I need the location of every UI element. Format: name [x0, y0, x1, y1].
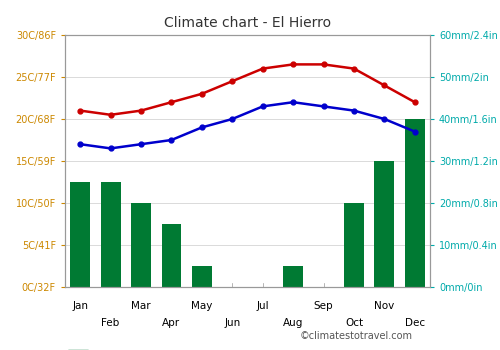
Text: Apr: Apr	[162, 318, 180, 329]
Text: Jul: Jul	[256, 301, 269, 311]
Text: Jan: Jan	[72, 301, 88, 311]
Bar	[283, 266, 303, 287]
Text: Dec: Dec	[404, 318, 425, 329]
Bar	[192, 266, 212, 287]
Bar	[131, 203, 151, 287]
Bar	[70, 182, 90, 287]
Bar	[162, 224, 182, 287]
Bar	[100, 182, 120, 287]
Text: ©climatestotravel.com: ©climatestotravel.com	[300, 331, 413, 341]
Text: Aug: Aug	[283, 318, 304, 329]
Text: Nov: Nov	[374, 301, 394, 311]
Title: Climate chart - El Hierro: Climate chart - El Hierro	[164, 16, 331, 30]
Legend: Prec, Min, Max: Prec, Min, Max	[64, 346, 239, 350]
Bar	[405, 119, 424, 287]
Text: Mar: Mar	[131, 301, 151, 311]
Text: Jun: Jun	[224, 318, 240, 329]
Text: Oct: Oct	[345, 318, 363, 329]
Bar	[344, 203, 364, 287]
Text: Sep: Sep	[314, 301, 334, 311]
Text: Feb: Feb	[102, 318, 120, 329]
Bar	[374, 161, 394, 287]
Text: May: May	[191, 301, 212, 311]
